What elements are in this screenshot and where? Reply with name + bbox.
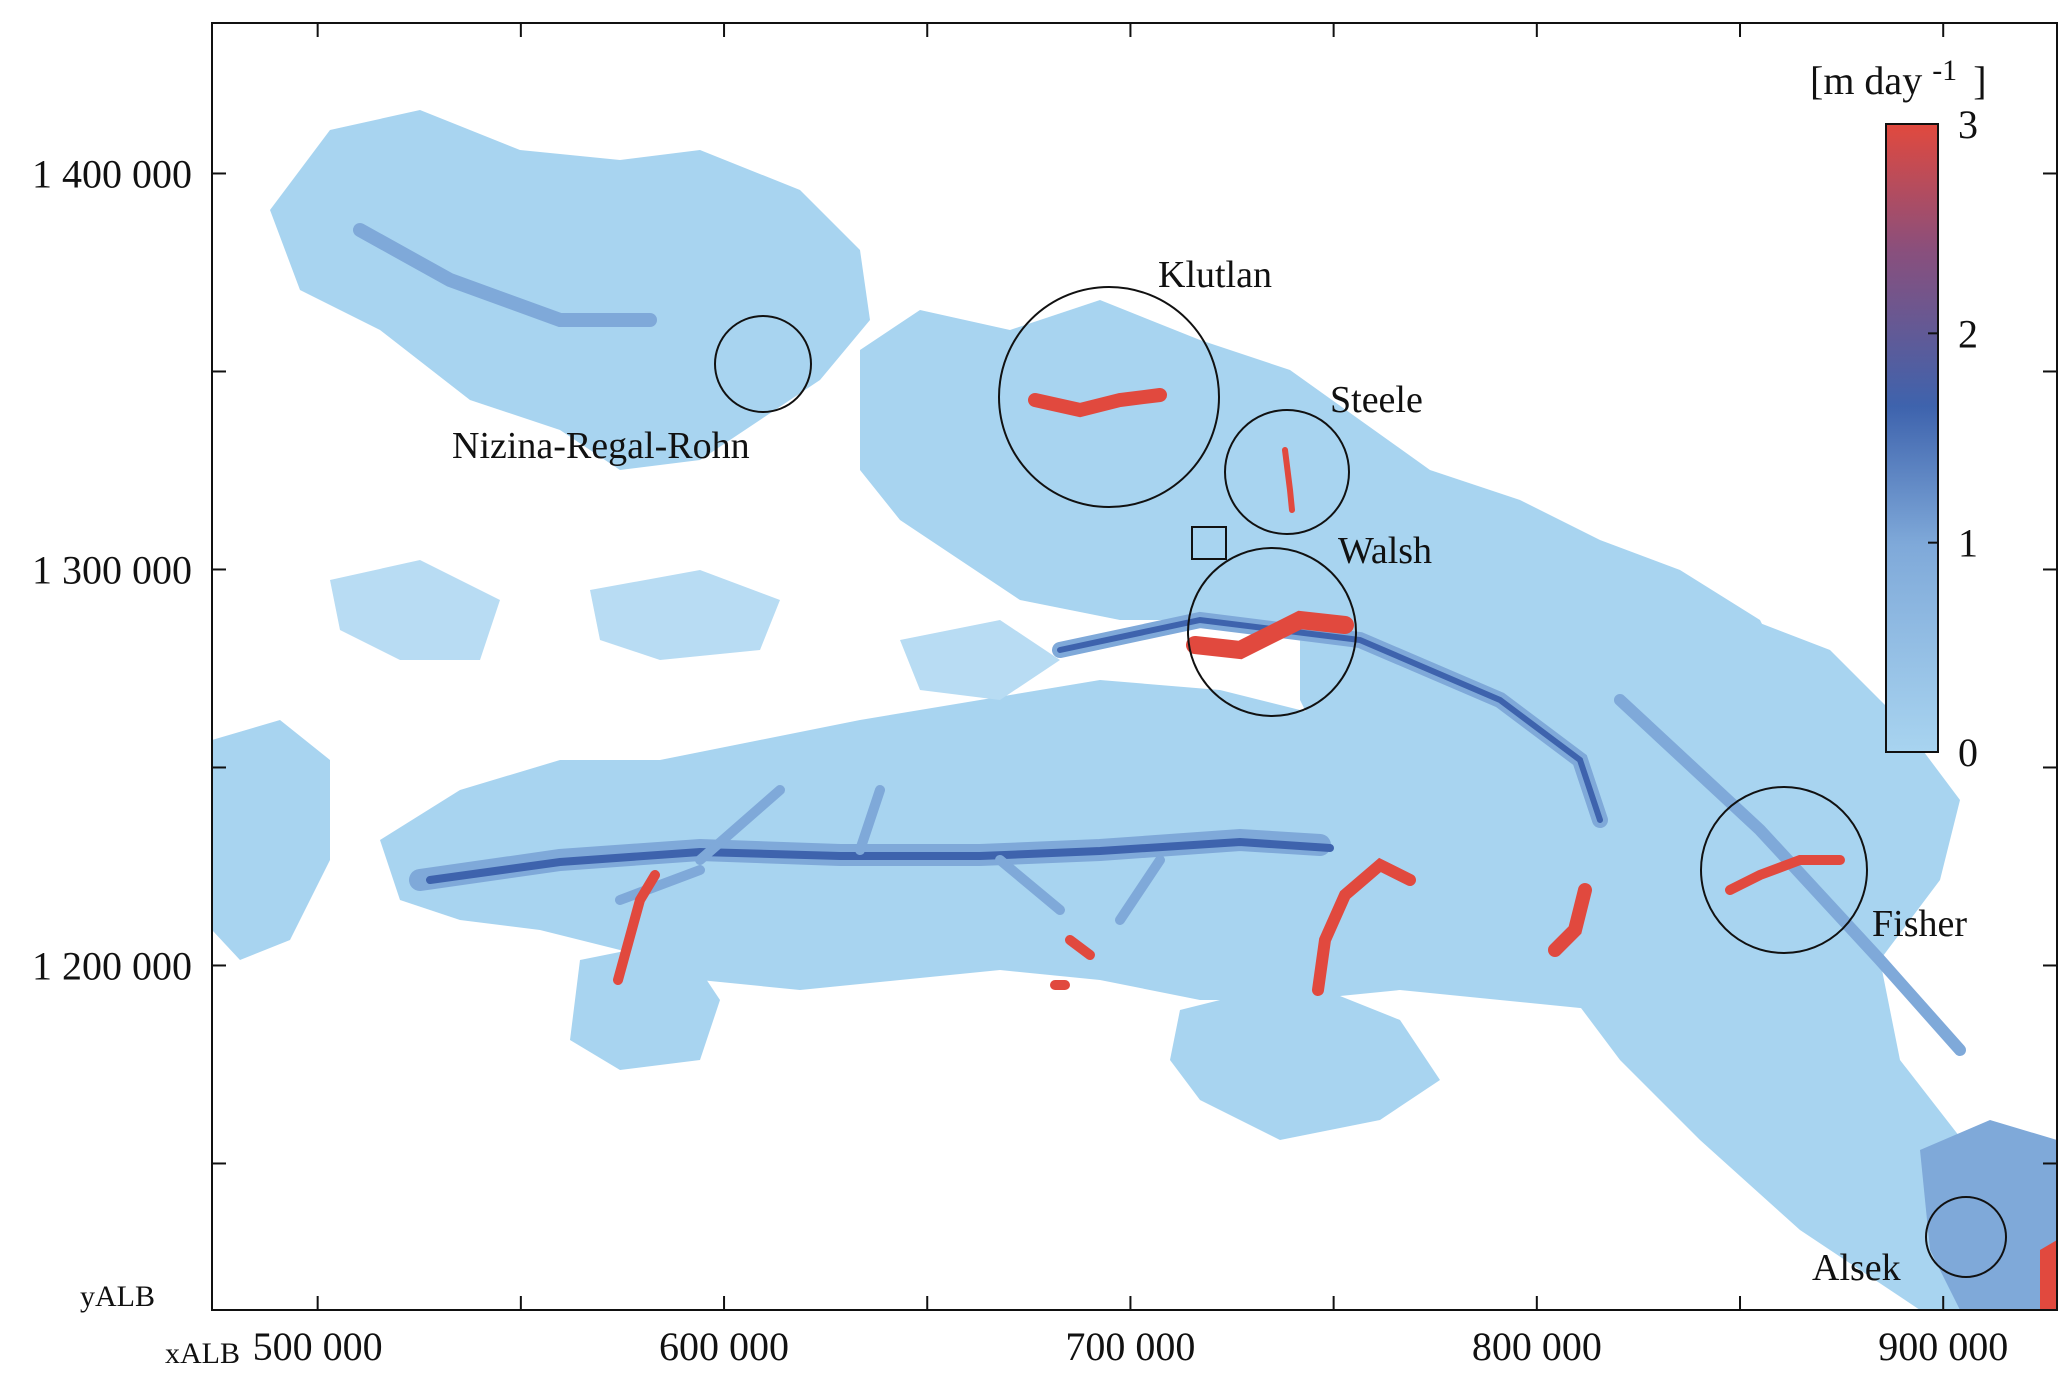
colorbar-tick-label: 2 xyxy=(1958,311,1978,356)
klutlan-label: Klutlan xyxy=(1158,254,1272,296)
steele-circle xyxy=(1224,409,1350,535)
x-tick-label: 900 000 xyxy=(1878,1324,2008,1369)
y-tick-label: 1 400 000 xyxy=(32,151,192,196)
y-tick-label: 1 300 000 xyxy=(32,547,192,592)
x-axis-name: xALB xyxy=(165,1337,240,1370)
colorbar-tick-label: 0 xyxy=(1958,730,1978,775)
plot-frame xyxy=(211,22,2058,1311)
colorbar-ticks: 0 1 2 3 xyxy=(1928,102,1978,775)
alsek-label: Alsek xyxy=(1812,1247,1901,1289)
y-axis-name: yALB xyxy=(80,1280,155,1313)
colorbar-tick-label: 1 xyxy=(1958,521,1978,566)
colorbar-unit-exponent: -1 xyxy=(1932,54,1957,87)
x-tick-label: 600 000 xyxy=(659,1324,789,1369)
klutlan-circle xyxy=(998,286,1220,508)
ice-velocity-field xyxy=(212,110,2057,1310)
colorbar-unit-text: [m day xyxy=(1810,58,1922,103)
colorbar-gradient xyxy=(1885,123,1939,753)
colorbar: 0 1 2 3 [m day -1 ] xyxy=(1810,44,1987,775)
y-tick-label: 1 200 000 xyxy=(32,943,192,988)
walsh-circle xyxy=(1187,547,1357,717)
nizina-regal-rohn-circle xyxy=(714,315,812,413)
walsh-label: Walsh xyxy=(1338,530,1432,572)
x-axis-ticks: 500 000 600 000 700 000 800 000 900 000 xyxy=(253,23,2008,1369)
alsek-circle xyxy=(1925,1196,2007,1278)
fisher-label: Fisher xyxy=(1872,903,1967,945)
y-axis-ticks: 1 400 000 1 300 000 1 200 000 xyxy=(32,151,2057,1165)
x-tick-label: 700 000 xyxy=(1065,1324,1195,1369)
colorbar-unit: [m day -1 ] xyxy=(1810,44,1987,103)
x-tick-label: 800 000 xyxy=(1472,1324,1602,1369)
steele-label: Steele xyxy=(1330,379,1423,421)
glacier-annotations: Nizina-Regal-Rohn Klutlan Steele Walsh F… xyxy=(452,254,2007,1289)
x-tick-label: 500 000 xyxy=(253,1324,383,1369)
colorbar-tick-label: 3 xyxy=(1958,102,1978,147)
nizina-regal-rohn-label: Nizina-Regal-Rohn xyxy=(452,425,750,467)
reference-square xyxy=(1191,526,1227,560)
fisher-circle xyxy=(1700,786,1868,954)
colorbar-unit-close: ] xyxy=(1973,58,1986,103)
